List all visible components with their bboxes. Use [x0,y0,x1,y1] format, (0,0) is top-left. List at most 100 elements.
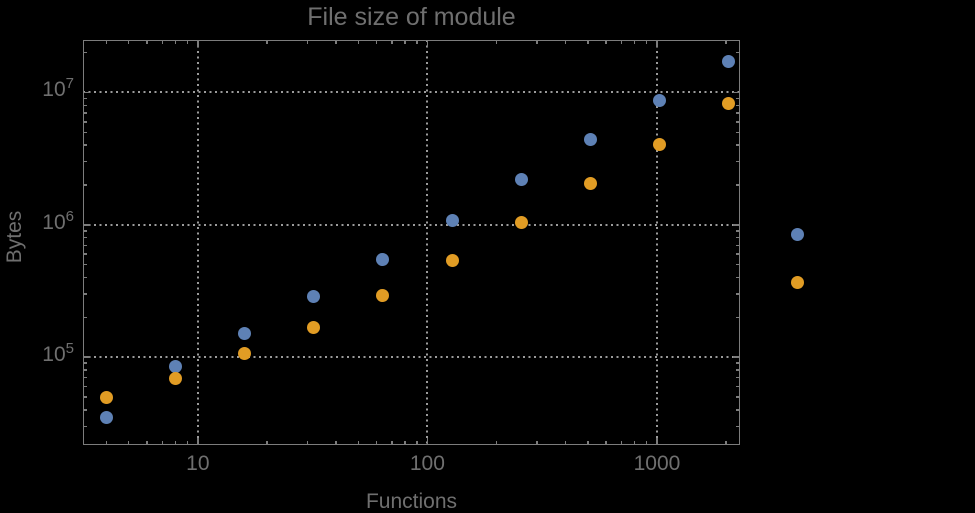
x-tick-top [605,40,607,44]
y-tick [83,316,87,319]
x-tick [186,441,189,445]
x-tick [587,441,589,445]
data-point-blue-series [238,326,252,340]
y-tick [83,97,87,100]
y-tick-right [736,144,740,146]
x-tick-top [656,40,658,47]
y-tick [83,253,87,255]
y-tick-right [736,376,740,379]
x-tick [174,441,177,445]
x-tick-top [161,40,164,44]
y-tick-right [736,369,740,371]
y-gridline [83,223,740,226]
x-tick [266,441,268,445]
data-point-orange-series [791,276,805,290]
y-tick-right [736,230,740,232]
x-tick [375,441,378,445]
x-tick [536,441,538,445]
data-point-blue-series [514,173,528,187]
plot-frame [83,40,740,445]
data-point-blue-series [376,252,390,266]
y-tick-right [736,425,740,428]
x-tick [335,441,337,445]
x-axis-label: Functions [365,490,458,513]
data-point-blue-series [583,133,597,147]
x-tick [426,438,429,445]
x-gridline [655,40,658,445]
x-tick [645,441,648,445]
x-tick [564,441,567,445]
x-tick-top [186,40,189,44]
y-tick [83,293,87,295]
x-tick-top [335,40,337,44]
x-tick-top [495,40,498,44]
y-tick [83,276,87,279]
y-tick-right [736,51,740,54]
x-tick-label: 10 [186,452,210,475]
x-tick-top [306,40,309,44]
y-tick-label: 105 [42,340,74,367]
y-tick-right [736,253,740,255]
x-tick-top [391,40,393,44]
data-point-orange-series [169,371,183,385]
x-tick-top [375,40,378,44]
data-point-blue-series [100,411,113,425]
x-tick [416,441,418,445]
x-tick-top [564,40,567,44]
data-point-orange-series [445,254,459,268]
y-tick [83,356,90,358]
y-tick-right [736,293,740,295]
y-gridline [83,91,740,94]
y-tick-right [733,91,740,94]
data-point-blue-series [652,94,666,108]
x-tick [725,441,727,445]
x-tick-label: 100 [409,452,445,475]
y-tick [83,409,87,411]
y-tick [83,131,87,134]
x-tick-label: 1000 [633,452,681,475]
y-tick-right [736,385,740,388]
x-tick [391,441,393,445]
x-tick [197,438,199,445]
x-tick-top [105,40,108,44]
data-point-orange-series [376,289,390,303]
x-tick-top [127,40,130,44]
x-tick [633,441,636,445]
y-tick [83,51,87,54]
data-point-blue-series [445,213,459,227]
y-tick [83,385,87,388]
y-tick-right [736,184,740,186]
x-tick-top [725,40,727,44]
data-point-orange-series [514,216,528,230]
plot-title: File size of module [307,3,516,31]
y-tick-label: 107 [42,75,74,102]
x-tick-top [404,40,406,44]
x-tick-top [645,40,648,44]
y-tick [83,425,87,428]
y-tick [83,376,87,379]
y-tick-right [736,362,740,364]
y-tick-right [736,396,740,398]
y-axis-label: Bytes [3,210,26,264]
y-tick-right [736,236,740,239]
x-tick-top [416,40,418,44]
y-tick [83,112,87,114]
x-tick [605,441,607,445]
y-tick [83,362,87,364]
data-point-orange-series [583,177,597,191]
x-tick-top [197,40,199,47]
x-tick-top [620,40,623,44]
data-point-orange-series [307,321,321,335]
x-tick [620,441,623,445]
y-tick [83,91,90,94]
x-tick-top [633,40,636,44]
x-tick [357,441,360,445]
data-point-blue-series [791,228,805,242]
x-tick-top [174,40,177,44]
x-gridline [196,40,199,445]
y-tick-right [736,316,740,319]
x-tick-top [266,40,268,44]
y-tick-right [736,263,740,266]
y-tick-right [736,97,740,100]
